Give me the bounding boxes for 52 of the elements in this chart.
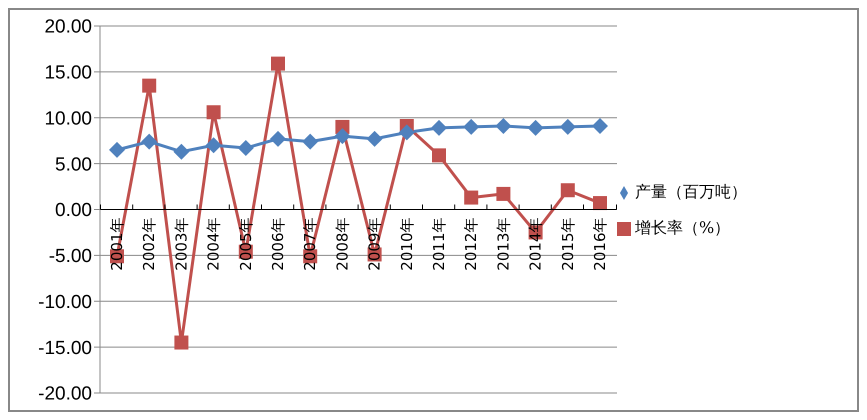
point: [560, 183, 575, 198]
point: [496, 186, 510, 201]
x-tick-label: 2001年: [108, 218, 126, 271]
y-tick-label: 10.00: [44, 108, 92, 130]
point: [238, 140, 254, 156]
y-tick-label: -10.00: [38, 292, 92, 313]
y-tick-label: 20.00: [44, 16, 92, 38]
point: [109, 142, 125, 158]
x-tick-label: 2016年: [591, 218, 609, 271]
point: [431, 120, 447, 136]
y-tick-label: -5.00: [48, 246, 92, 268]
x-tick-label: 2012年: [462, 218, 480, 271]
x-tick-label: 2008年: [333, 218, 352, 271]
y-tick-label: 5.00: [55, 154, 92, 176]
x-tick-label: 2005年: [236, 218, 255, 271]
point: [398, 124, 415, 140]
point: [593, 196, 607, 210]
point: [432, 148, 446, 162]
x-tick-label: 2006年: [269, 218, 287, 271]
point: [464, 190, 478, 205]
x-tick-label: 2013年: [494, 218, 512, 271]
y-tick-label: 0.00: [55, 200, 92, 222]
point: [592, 118, 608, 134]
point: [206, 137, 222, 154]
x-tick-label: 2011年: [430, 218, 448, 271]
x-tick-label: 2014年: [526, 218, 545, 271]
x-tick-label: 2003年: [172, 218, 190, 271]
legend-label: 增长率（%）: [635, 218, 730, 237]
legend-label: 产量（百万吨）: [635, 182, 747, 201]
y-tick-label: 15.00: [44, 62, 92, 84]
y-tick-label: -20.00: [38, 384, 92, 405]
x-tick-label: 2007年: [301, 218, 320, 271]
x-tick-label: 2004年: [204, 218, 223, 271]
point: [173, 144, 190, 160]
point: [270, 130, 286, 147]
point: [141, 134, 158, 150]
x-tick-label: 2015年: [558, 218, 577, 271]
point: [463, 118, 480, 135]
point: [142, 78, 156, 93]
point: [334, 128, 350, 144]
point: [528, 120, 544, 136]
x-tick-label: 2009年: [366, 218, 384, 271]
point: [302, 134, 318, 150]
point: [366, 130, 383, 147]
x-tick-label: 2010年: [398, 218, 416, 271]
point: [560, 118, 576, 135]
point: [174, 336, 188, 350]
x-tick-label: 2002年: [140, 218, 158, 271]
point: [495, 118, 512, 134]
y-tick-label: -15.00: [38, 338, 92, 359]
point: [206, 105, 221, 120]
point: [271, 56, 285, 71]
